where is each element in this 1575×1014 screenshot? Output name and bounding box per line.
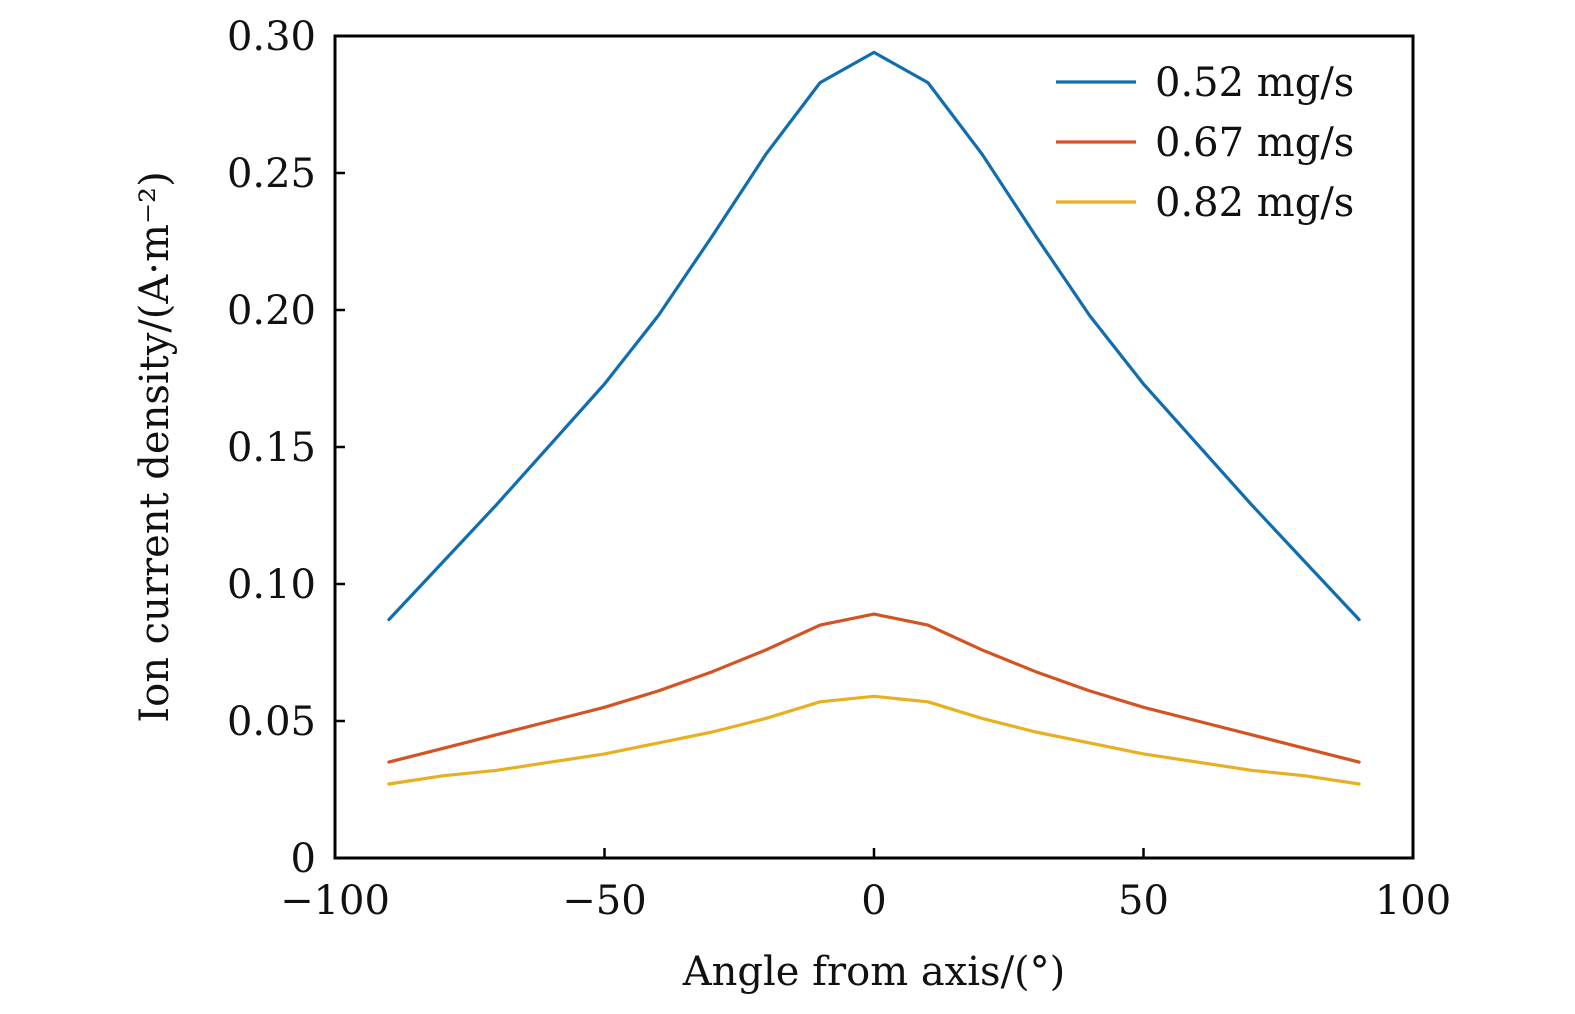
y-tick-label: 0.20 [227, 288, 316, 334]
x-tick-label: 0 [861, 878, 886, 924]
y-tick-label: 0.05 [227, 699, 316, 745]
legend-label-2: 0.67 mg/s [1155, 120, 1354, 166]
series-line-1 [387, 50, 1361, 622]
x-tick-label: −100 [280, 878, 390, 924]
series-line-3 [387, 694, 1361, 786]
x-axis-label: Angle from axis/(°) [682, 949, 1066, 995]
ticks-layer: −100 −50 0 50 100 0 0.05 0.10 0.15 0.20 0.25 0.30 [227, 14, 1451, 924]
series-line-2 [387, 612, 1361, 764]
y-tick-label: 0.10 [227, 562, 316, 608]
y-tick-label: 0 [291, 836, 316, 882]
legend: 0.52 mg/s 0.67 mg/s 0.82 mg/s [1056, 60, 1354, 226]
legend-label-3: 0.82 mg/s [1155, 180, 1354, 226]
y-tick-label: 0.25 [227, 151, 316, 197]
legend-label-1: 0.52 mg/s [1155, 60, 1354, 106]
y-axis-label: Ion current density/(A·m⁻²) [132, 171, 178, 722]
series-layer [387, 50, 1361, 786]
y-tick-label: 0.15 [227, 425, 316, 471]
y-tick-label: 0.30 [227, 14, 316, 60]
x-tick-label: 50 [1118, 878, 1169, 924]
x-tick-label: −50 [562, 878, 646, 924]
x-tick-label: 100 [1375, 878, 1451, 924]
